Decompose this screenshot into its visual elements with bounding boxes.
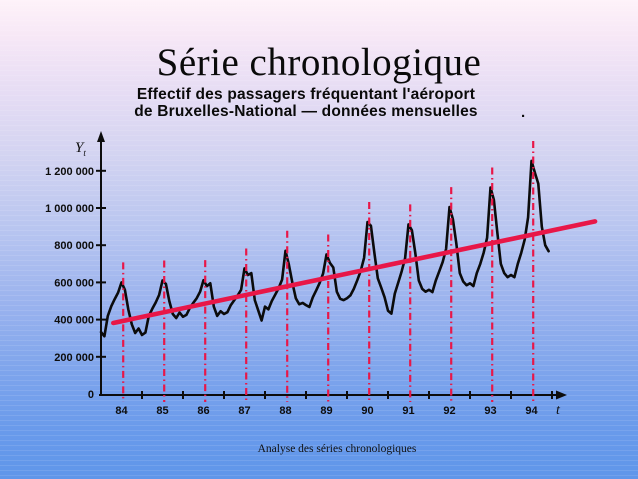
stray-period-mark: . <box>521 104 526 121</box>
subtitle-line-2: de Bruxelles-National — données mensuell… <box>134 102 478 120</box>
x-tick-label: 87 <box>238 405 250 417</box>
slide-title: Série chronologique <box>156 41 482 84</box>
x-tick-label: 91 <box>402 405 414 417</box>
y-tick-label: 400 000 <box>54 315 94 327</box>
x-tick-label: 94 <box>525 405 538 417</box>
chart-plot-area: 1 200 000 1 000 000 800 000 600 000 400 000 2… <box>45 140 598 417</box>
y-tick-label: 1 200 000 <box>45 166 94 178</box>
x-tick-label: 90 <box>361 405 373 417</box>
trend-line <box>111 219 598 326</box>
x-tick-label: 86 <box>197 405 209 417</box>
y-tick-label: 0 <box>88 389 94 401</box>
slide-footer: Analyse des séries chronologiques <box>257 443 417 455</box>
y-tick-label: 1 000 000 <box>45 203 94 215</box>
passenger-series-line <box>99 159 550 338</box>
chart-subtitle: Effectif des passagers fréquentant l'aér… <box>0 86 625 120</box>
x-tick-label: 84 <box>115 405 128 417</box>
y-tick-label: 800 000 <box>54 240 94 252</box>
x-tick-label: 93 <box>484 405 496 417</box>
y-axis-label: Yt <box>75 140 86 158</box>
subtitle-line-1: Effectif des passagers fréquentant l'aér… <box>136 86 476 103</box>
y-tick-label: 200 000 <box>54 352 94 364</box>
x-axis-arrow <box>556 390 567 400</box>
x-tick-label: 85 <box>156 405 168 417</box>
x-tick-label: 89 <box>320 405 332 417</box>
y-axis-arrow <box>97 131 105 142</box>
x-axis-label: t <box>556 403 561 418</box>
x-tick-label: 92 <box>443 405 455 417</box>
y-tick-label: 600 000 <box>54 277 94 289</box>
x-tick-label: 88 <box>279 405 291 417</box>
